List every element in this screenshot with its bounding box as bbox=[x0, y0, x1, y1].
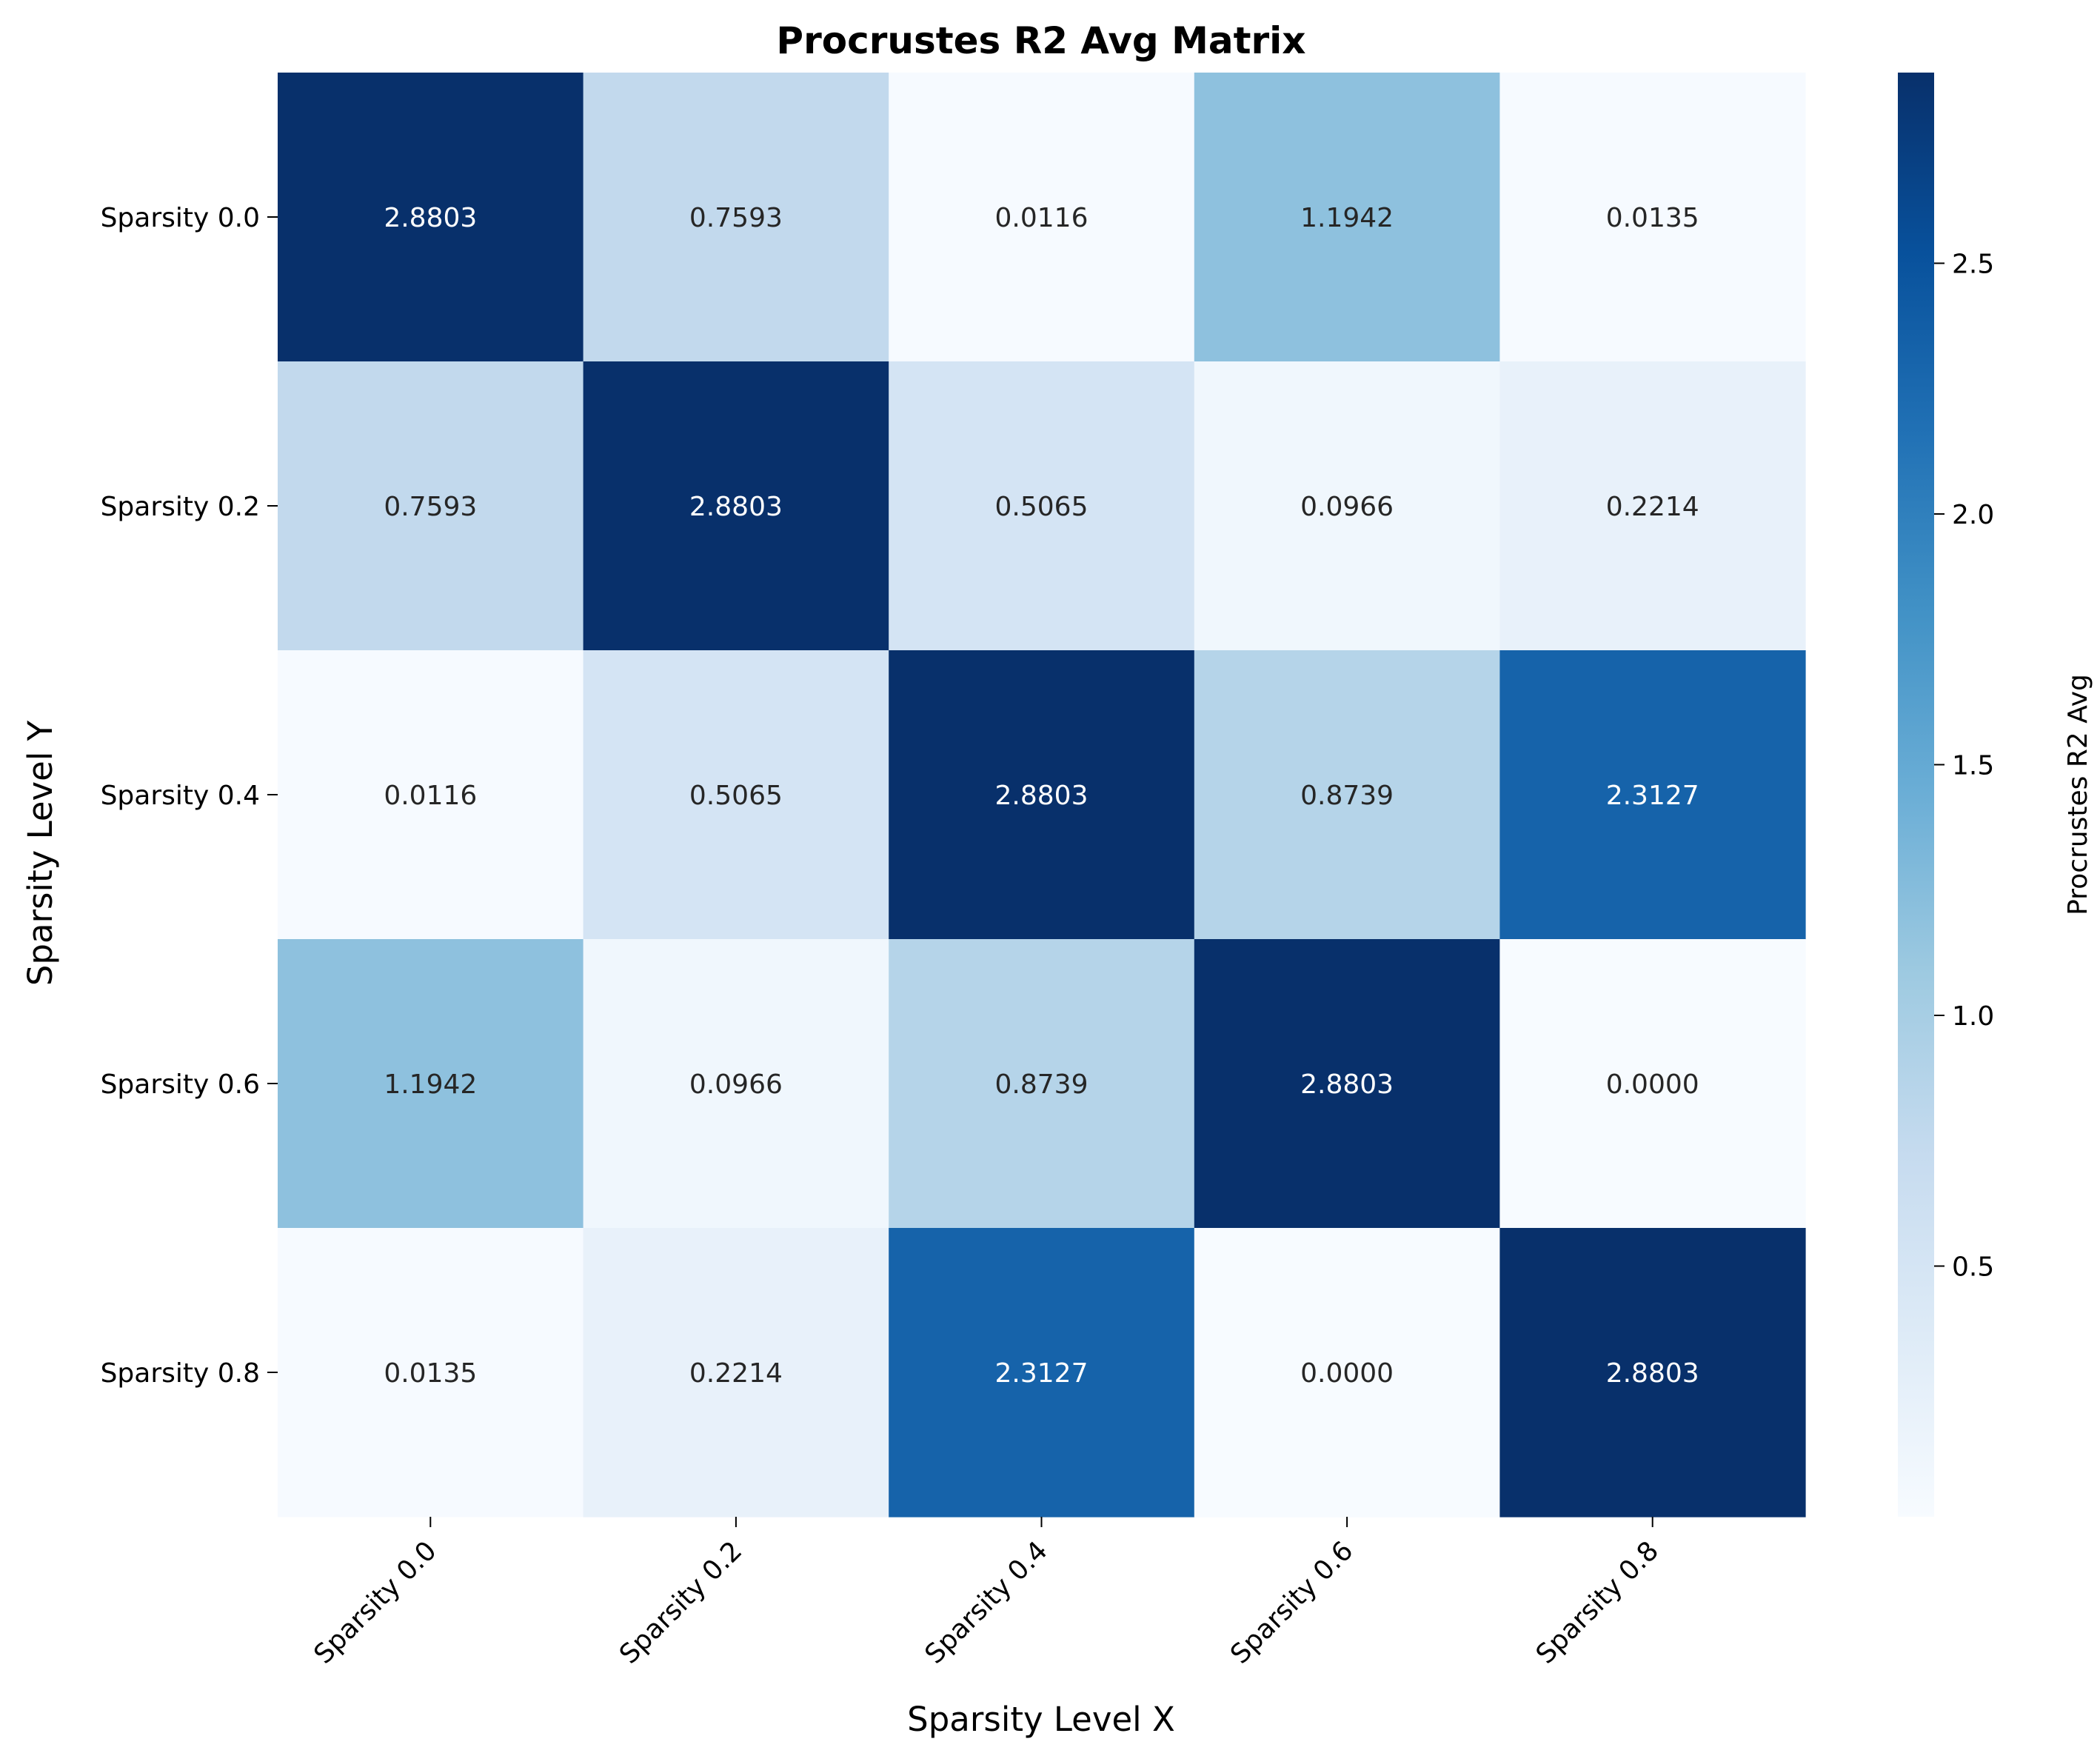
colorbar-tick-label: 2.0 bbox=[1952, 500, 1994, 530]
colorbar-tick-label: 2.5 bbox=[1952, 249, 1994, 279]
cell-value-label: 2.3127 bbox=[1606, 781, 1699, 811]
y-tick-label: Sparsity 0.8 bbox=[101, 1358, 260, 1389]
cell-value-label: 0.7593 bbox=[689, 203, 783, 233]
heatmap-cell bbox=[583, 939, 889, 1229]
heatmap-cell bbox=[583, 650, 889, 940]
y-axis-label: Sparsity Level Y bbox=[21, 720, 60, 986]
cell-value-label: 0.0966 bbox=[689, 1069, 783, 1100]
colorbar-label: Procrustes R2 Avg bbox=[2063, 674, 2093, 915]
cell-value-label: 0.8739 bbox=[995, 1069, 1089, 1100]
cell-value-label: 0.2214 bbox=[1606, 492, 1699, 522]
x-tick-label: Sparsity 0.2 bbox=[614, 1535, 748, 1669]
heatmap-cell bbox=[1499, 73, 1806, 362]
heatmap-cell bbox=[889, 650, 1195, 940]
y-tick-label: Sparsity 0.2 bbox=[101, 492, 260, 522]
cell-value-label: 2.8803 bbox=[384, 203, 477, 233]
colorbar-tick-label: 0.5 bbox=[1952, 1252, 1994, 1282]
y-tick-label: Sparsity 0.6 bbox=[101, 1069, 260, 1100]
heatmap-cell bbox=[889, 73, 1195, 362]
cell-value-label: 0.0135 bbox=[1606, 203, 1699, 233]
heatmap-cell bbox=[1194, 939, 1500, 1229]
cell-value-label: 0.0000 bbox=[1300, 1358, 1394, 1389]
heatmap-cell bbox=[1499, 361, 1806, 651]
heatmap-cell bbox=[1499, 939, 1806, 1229]
heatmap-cell bbox=[583, 1228, 889, 1518]
colorbar: 0.5 1.0 1.5 2.0 2.5 bbox=[1898, 73, 1994, 1517]
cell-value-label: 1.1942 bbox=[1300, 203, 1394, 233]
cell-value-label: 0.0966 bbox=[1300, 492, 1394, 522]
cell-value-label: 0.0135 bbox=[384, 1358, 477, 1389]
cell-value-label: 0.2214 bbox=[689, 1358, 783, 1389]
cell-value-label: 0.7593 bbox=[384, 492, 477, 522]
heatmap-cells bbox=[278, 73, 1806, 1518]
cell-value-label: 0.0000 bbox=[1606, 1069, 1699, 1100]
x-axis-label: Sparsity Level X bbox=[907, 1700, 1175, 1739]
cell-value-label: 0.0116 bbox=[995, 203, 1089, 233]
y-tick-label: Sparsity 0.0 bbox=[101, 203, 260, 233]
cell-value-label: 1.1942 bbox=[384, 1069, 477, 1100]
heatmap-cell bbox=[889, 939, 1195, 1229]
colorbar-gradient bbox=[1898, 73, 1934, 1517]
heatmap-cell bbox=[1499, 1228, 1806, 1518]
heatmap-cell-labels: 2.8803 0.7593 0.0116 1.1942 0.0135 0.7593 2.88… bbox=[384, 203, 1699, 1389]
colorbar-tick-label: 1.5 bbox=[1952, 750, 1994, 781]
heatmap-cell bbox=[1194, 1228, 1500, 1518]
heatmap-cell bbox=[1194, 361, 1500, 651]
heatmap-cell bbox=[1194, 73, 1500, 362]
x-tick-label: Sparsity 0.0 bbox=[308, 1535, 442, 1669]
heatmap-cell bbox=[583, 73, 889, 362]
cell-value-label: 0.8739 bbox=[1300, 781, 1394, 811]
x-tick-label: Sparsity 0.6 bbox=[1225, 1535, 1359, 1669]
heatmap-cell bbox=[1499, 650, 1806, 940]
cell-value-label: 2.8803 bbox=[995, 781, 1089, 811]
heatmap-cell bbox=[889, 361, 1195, 651]
cell-value-label: 2.8803 bbox=[1606, 1358, 1699, 1389]
cell-value-label: 0.5065 bbox=[689, 781, 783, 811]
x-tick-label: Sparsity 0.4 bbox=[920, 1535, 1054, 1669]
x-axis: Sparsity 0.0 Sparsity 0.2 Sparsity 0.4 Spar… bbox=[308, 1517, 1665, 1670]
y-axis: Sparsity 0.0 Sparsity 0.2 Sparsity 0.4 Spar… bbox=[101, 203, 278, 1389]
y-tick-label: Sparsity 0.4 bbox=[101, 781, 260, 811]
heatmap-cell bbox=[889, 1228, 1195, 1518]
x-tick-label: Sparsity 0.8 bbox=[1531, 1535, 1665, 1669]
cell-value-label: 2.8803 bbox=[1300, 1069, 1394, 1100]
colorbar-tick-label: 1.0 bbox=[1952, 1001, 1994, 1032]
cell-value-label: 0.5065 bbox=[995, 492, 1089, 522]
heatmap-cell bbox=[583, 361, 889, 651]
heatmap-cell bbox=[278, 1228, 584, 1518]
heatmap-cell bbox=[278, 650, 584, 940]
heatmap-cell bbox=[278, 73, 584, 362]
heatmap-cell bbox=[1194, 650, 1500, 940]
cell-value-label: 2.8803 bbox=[689, 492, 783, 522]
cell-value-label: 2.3127 bbox=[995, 1358, 1089, 1389]
cell-value-label: 0.0116 bbox=[384, 781, 477, 811]
chart-title: Procrustes R2 Avg Matrix bbox=[776, 19, 1305, 62]
heatmap-cell bbox=[278, 361, 584, 651]
heatmap-cell bbox=[278, 939, 584, 1229]
